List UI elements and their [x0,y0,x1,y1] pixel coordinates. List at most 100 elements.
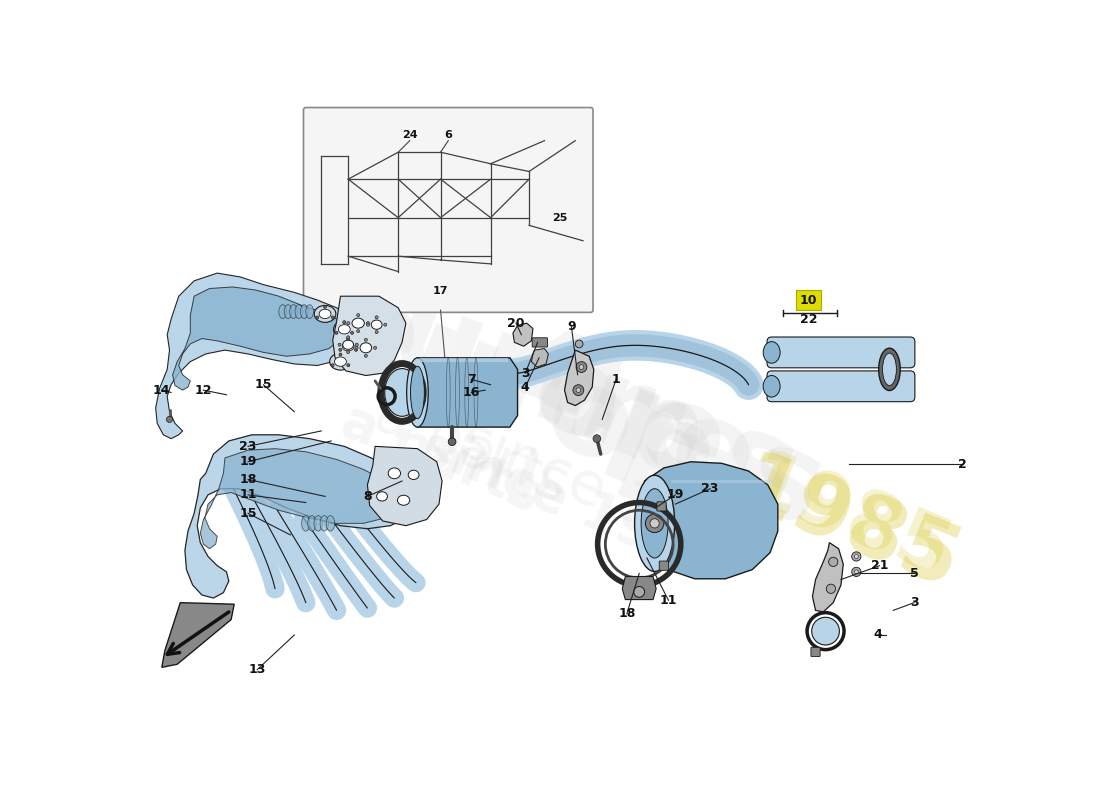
Polygon shape [564,350,594,406]
Circle shape [575,340,583,348]
Text: 3: 3 [910,596,918,609]
Circle shape [374,346,376,350]
Ellipse shape [306,305,313,318]
Ellipse shape [295,305,302,318]
Ellipse shape [339,325,350,334]
Circle shape [354,348,358,351]
Circle shape [828,558,838,566]
Circle shape [375,330,378,334]
Text: 19: 19 [667,488,684,502]
Circle shape [323,306,327,308]
Text: 1985: 1985 [736,446,961,594]
Circle shape [576,362,587,373]
Text: 9: 9 [568,321,575,334]
Ellipse shape [385,369,419,416]
Text: 8: 8 [363,490,372,503]
FancyBboxPatch shape [811,647,821,657]
Text: 25: 25 [552,213,568,222]
Ellipse shape [879,348,900,390]
Text: 14: 14 [153,384,170,397]
Ellipse shape [352,318,364,328]
Ellipse shape [882,353,896,386]
Text: 15: 15 [255,378,272,391]
Circle shape [593,434,601,442]
Ellipse shape [410,366,425,418]
Text: 1985: 1985 [726,446,971,608]
Text: a parts: a parts [333,394,548,522]
Ellipse shape [372,320,382,330]
Polygon shape [162,602,234,667]
Polygon shape [173,287,344,390]
Ellipse shape [360,342,372,353]
Circle shape [580,365,584,370]
Polygon shape [409,358,517,427]
Ellipse shape [641,489,668,558]
Text: 16: 16 [463,386,480,399]
Circle shape [351,331,354,334]
Polygon shape [185,435,414,598]
Text: 23: 23 [240,440,256,453]
Text: 4: 4 [521,381,529,394]
Ellipse shape [407,358,428,427]
Circle shape [346,322,350,325]
Circle shape [334,331,338,334]
Ellipse shape [343,340,353,350]
Circle shape [346,364,350,366]
Ellipse shape [308,516,316,531]
Ellipse shape [388,468,400,478]
Polygon shape [623,577,656,599]
Ellipse shape [338,338,359,354]
Circle shape [851,567,861,577]
Text: 7: 7 [468,373,475,386]
Circle shape [573,385,584,395]
Ellipse shape [300,305,308,318]
Text: europ: europ [297,240,723,506]
Circle shape [851,552,861,561]
Polygon shape [813,542,844,612]
Text: 15: 15 [240,507,256,520]
Polygon shape [642,462,778,578]
Polygon shape [200,449,398,549]
Circle shape [346,350,350,354]
Circle shape [331,316,334,319]
Circle shape [339,353,342,356]
Ellipse shape [315,306,336,322]
Text: 17: 17 [432,286,449,296]
Polygon shape [531,349,548,367]
Text: 11: 11 [240,488,256,502]
Circle shape [364,338,367,342]
Text: 19: 19 [240,455,256,468]
Ellipse shape [408,470,419,479]
Circle shape [634,586,645,598]
Text: 1: 1 [612,373,620,386]
Circle shape [346,336,350,339]
Polygon shape [513,323,534,346]
Circle shape [646,514,664,533]
Text: 4: 4 [873,629,882,642]
Ellipse shape [330,353,351,370]
Circle shape [338,343,341,346]
FancyBboxPatch shape [767,337,915,368]
Circle shape [576,388,581,393]
FancyBboxPatch shape [767,371,915,402]
Ellipse shape [333,321,355,338]
Ellipse shape [320,516,329,531]
Circle shape [355,343,359,346]
Ellipse shape [376,492,387,501]
Circle shape [356,330,360,333]
Polygon shape [156,273,356,438]
Text: since 1985: since 1985 [414,420,729,588]
FancyBboxPatch shape [657,502,667,511]
FancyBboxPatch shape [304,107,593,312]
Ellipse shape [635,475,674,571]
Circle shape [339,348,342,351]
Circle shape [356,314,360,317]
Circle shape [331,364,334,366]
Text: 4res: 4res [483,314,814,541]
Circle shape [364,354,367,358]
Ellipse shape [289,305,297,318]
Circle shape [366,322,370,325]
Text: a parts: a parts [366,386,576,515]
Text: 2: 2 [958,458,967,470]
Text: 10: 10 [800,294,817,306]
